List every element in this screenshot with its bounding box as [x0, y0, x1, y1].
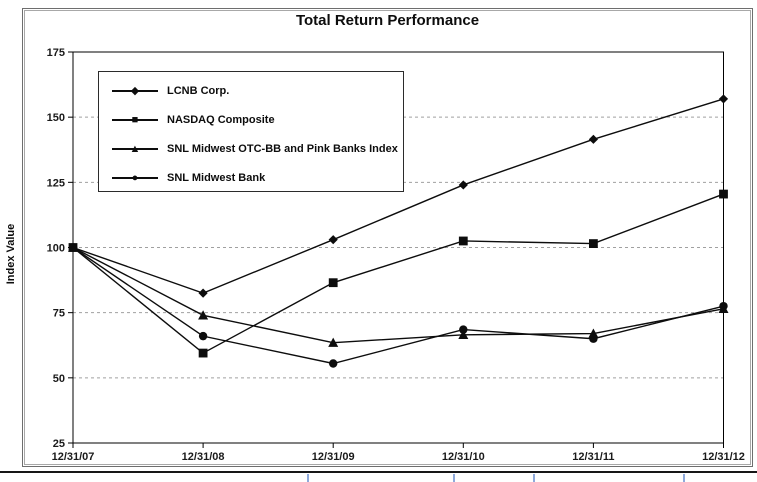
legend-entry-snl-bank: ● SNL Midwest Bank [112, 163, 403, 192]
legend-label: NASDAQ Composite [167, 113, 275, 126]
svg-text:12/31/07: 12/31/07 [52, 451, 95, 463]
svg-text:12/31/11: 12/31/11 [572, 451, 614, 463]
svg-text:12/31/09: 12/31/09 [312, 451, 355, 463]
svg-text:75: 75 [53, 308, 65, 320]
diamond-marker-icon: ◆ [112, 85, 158, 97]
table-column-tick [453, 474, 455, 482]
legend-entry-snl-otcbb: ▲ SNL Midwest OTC-BB and Pink Banks Inde… [112, 134, 403, 163]
table-top-border-rule [0, 471, 757, 473]
svg-text:125: 125 [47, 177, 65, 189]
svg-text:175: 175 [47, 47, 65, 59]
svg-text:25: 25 [53, 438, 65, 450]
table-column-tick [533, 474, 535, 482]
circle-marker-icon: ● [112, 172, 158, 184]
legend-label: LCNB Corp. [167, 84, 230, 97]
svg-text:150: 150 [47, 112, 65, 124]
svg-text:12/31/12: 12/31/12 [702, 451, 745, 463]
legend-entry-nasdaq: ■ NASDAQ Composite [112, 105, 403, 134]
legend-entry-lcnb: ◆ LCNB Corp. [112, 76, 403, 105]
triangle-marker-icon: ▲ [112, 143, 158, 155]
svg-text:100: 100 [47, 243, 65, 255]
table-column-tick [683, 474, 685, 482]
legend-label: SNL Midwest Bank [167, 171, 266, 184]
table-column-tick [307, 474, 309, 482]
legend-label: SNL Midwest OTC-BB and Pink Banks Index [167, 142, 398, 155]
chart-title: Total Return Performance [295, 12, 480, 29]
svg-text:12/31/08: 12/31/08 [182, 451, 225, 463]
legend: ◆ LCNB Corp. ■ NASDAQ Composite ▲ SNL Mi… [98, 71, 404, 192]
square-marker-icon: ■ [112, 114, 158, 126]
svg-text:50: 50 [53, 373, 65, 385]
plot-area: 25 50 75 100 125 150 175 12/31/07 12/31/08 12/31/… [47, 47, 745, 463]
svg-text:12/31/10: 12/31/10 [442, 451, 485, 463]
chart-frame-inner-border [24, 10, 751, 465]
